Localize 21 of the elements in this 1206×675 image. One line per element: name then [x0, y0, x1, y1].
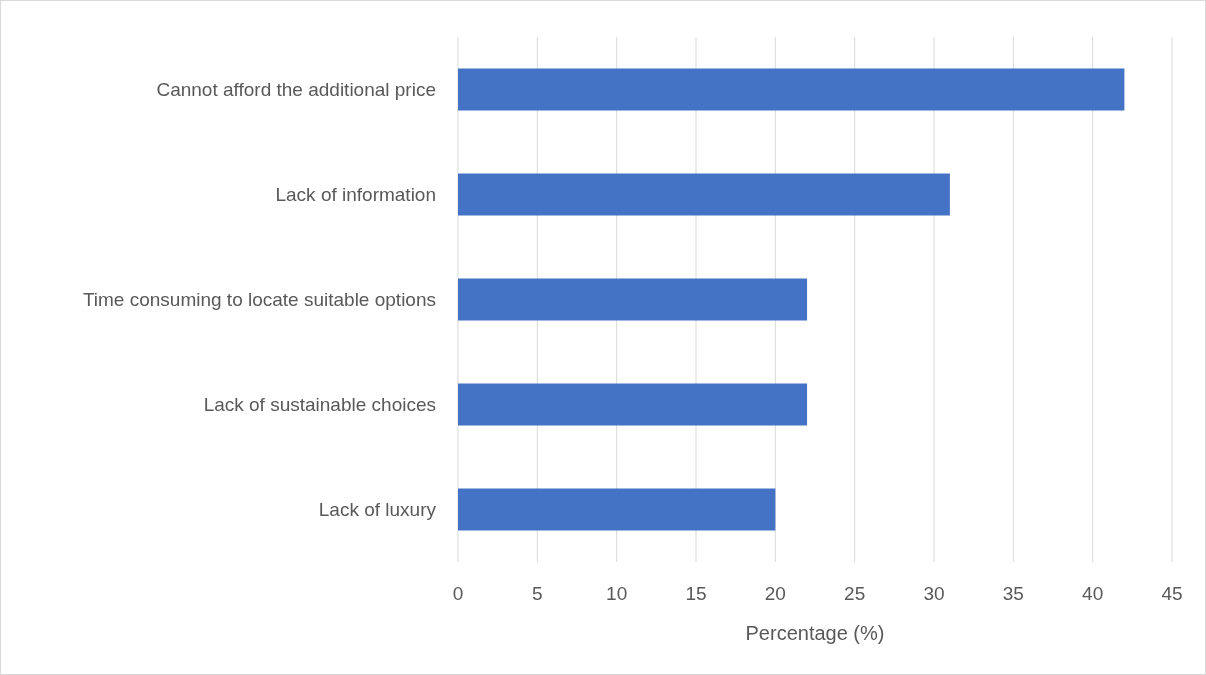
x-tick-label: 45	[1161, 583, 1183, 604]
bar	[458, 278, 808, 321]
bar	[458, 173, 950, 216]
bar	[458, 383, 808, 426]
x-tick-label: 20	[764, 583, 786, 604]
x-tick-label: 25	[844, 583, 866, 604]
x-tick-label: 40	[1082, 583, 1104, 604]
x-tick-label: 0	[452, 583, 464, 604]
bar	[458, 488, 776, 531]
y-tick-label: Lack of sustainable choices	[203, 394, 436, 416]
y-tick-label: Lack of information	[275, 184, 436, 206]
x-tick-label: 15	[685, 583, 707, 604]
x-tick-label: 10	[606, 583, 628, 604]
bar	[458, 68, 1125, 111]
x-axis-title: Percentage (%)	[745, 622, 885, 644]
y-tick-label: Time consuming to locate suitable options	[82, 289, 436, 311]
x-tick-label: 5	[532, 583, 543, 604]
x-tick-label: 35	[1002, 583, 1024, 604]
y-tick-label: Lack of luxury	[318, 499, 437, 521]
y-tick-label: Cannot afford the additional price	[156, 79, 436, 101]
x-tick-label: 30	[923, 583, 945, 604]
